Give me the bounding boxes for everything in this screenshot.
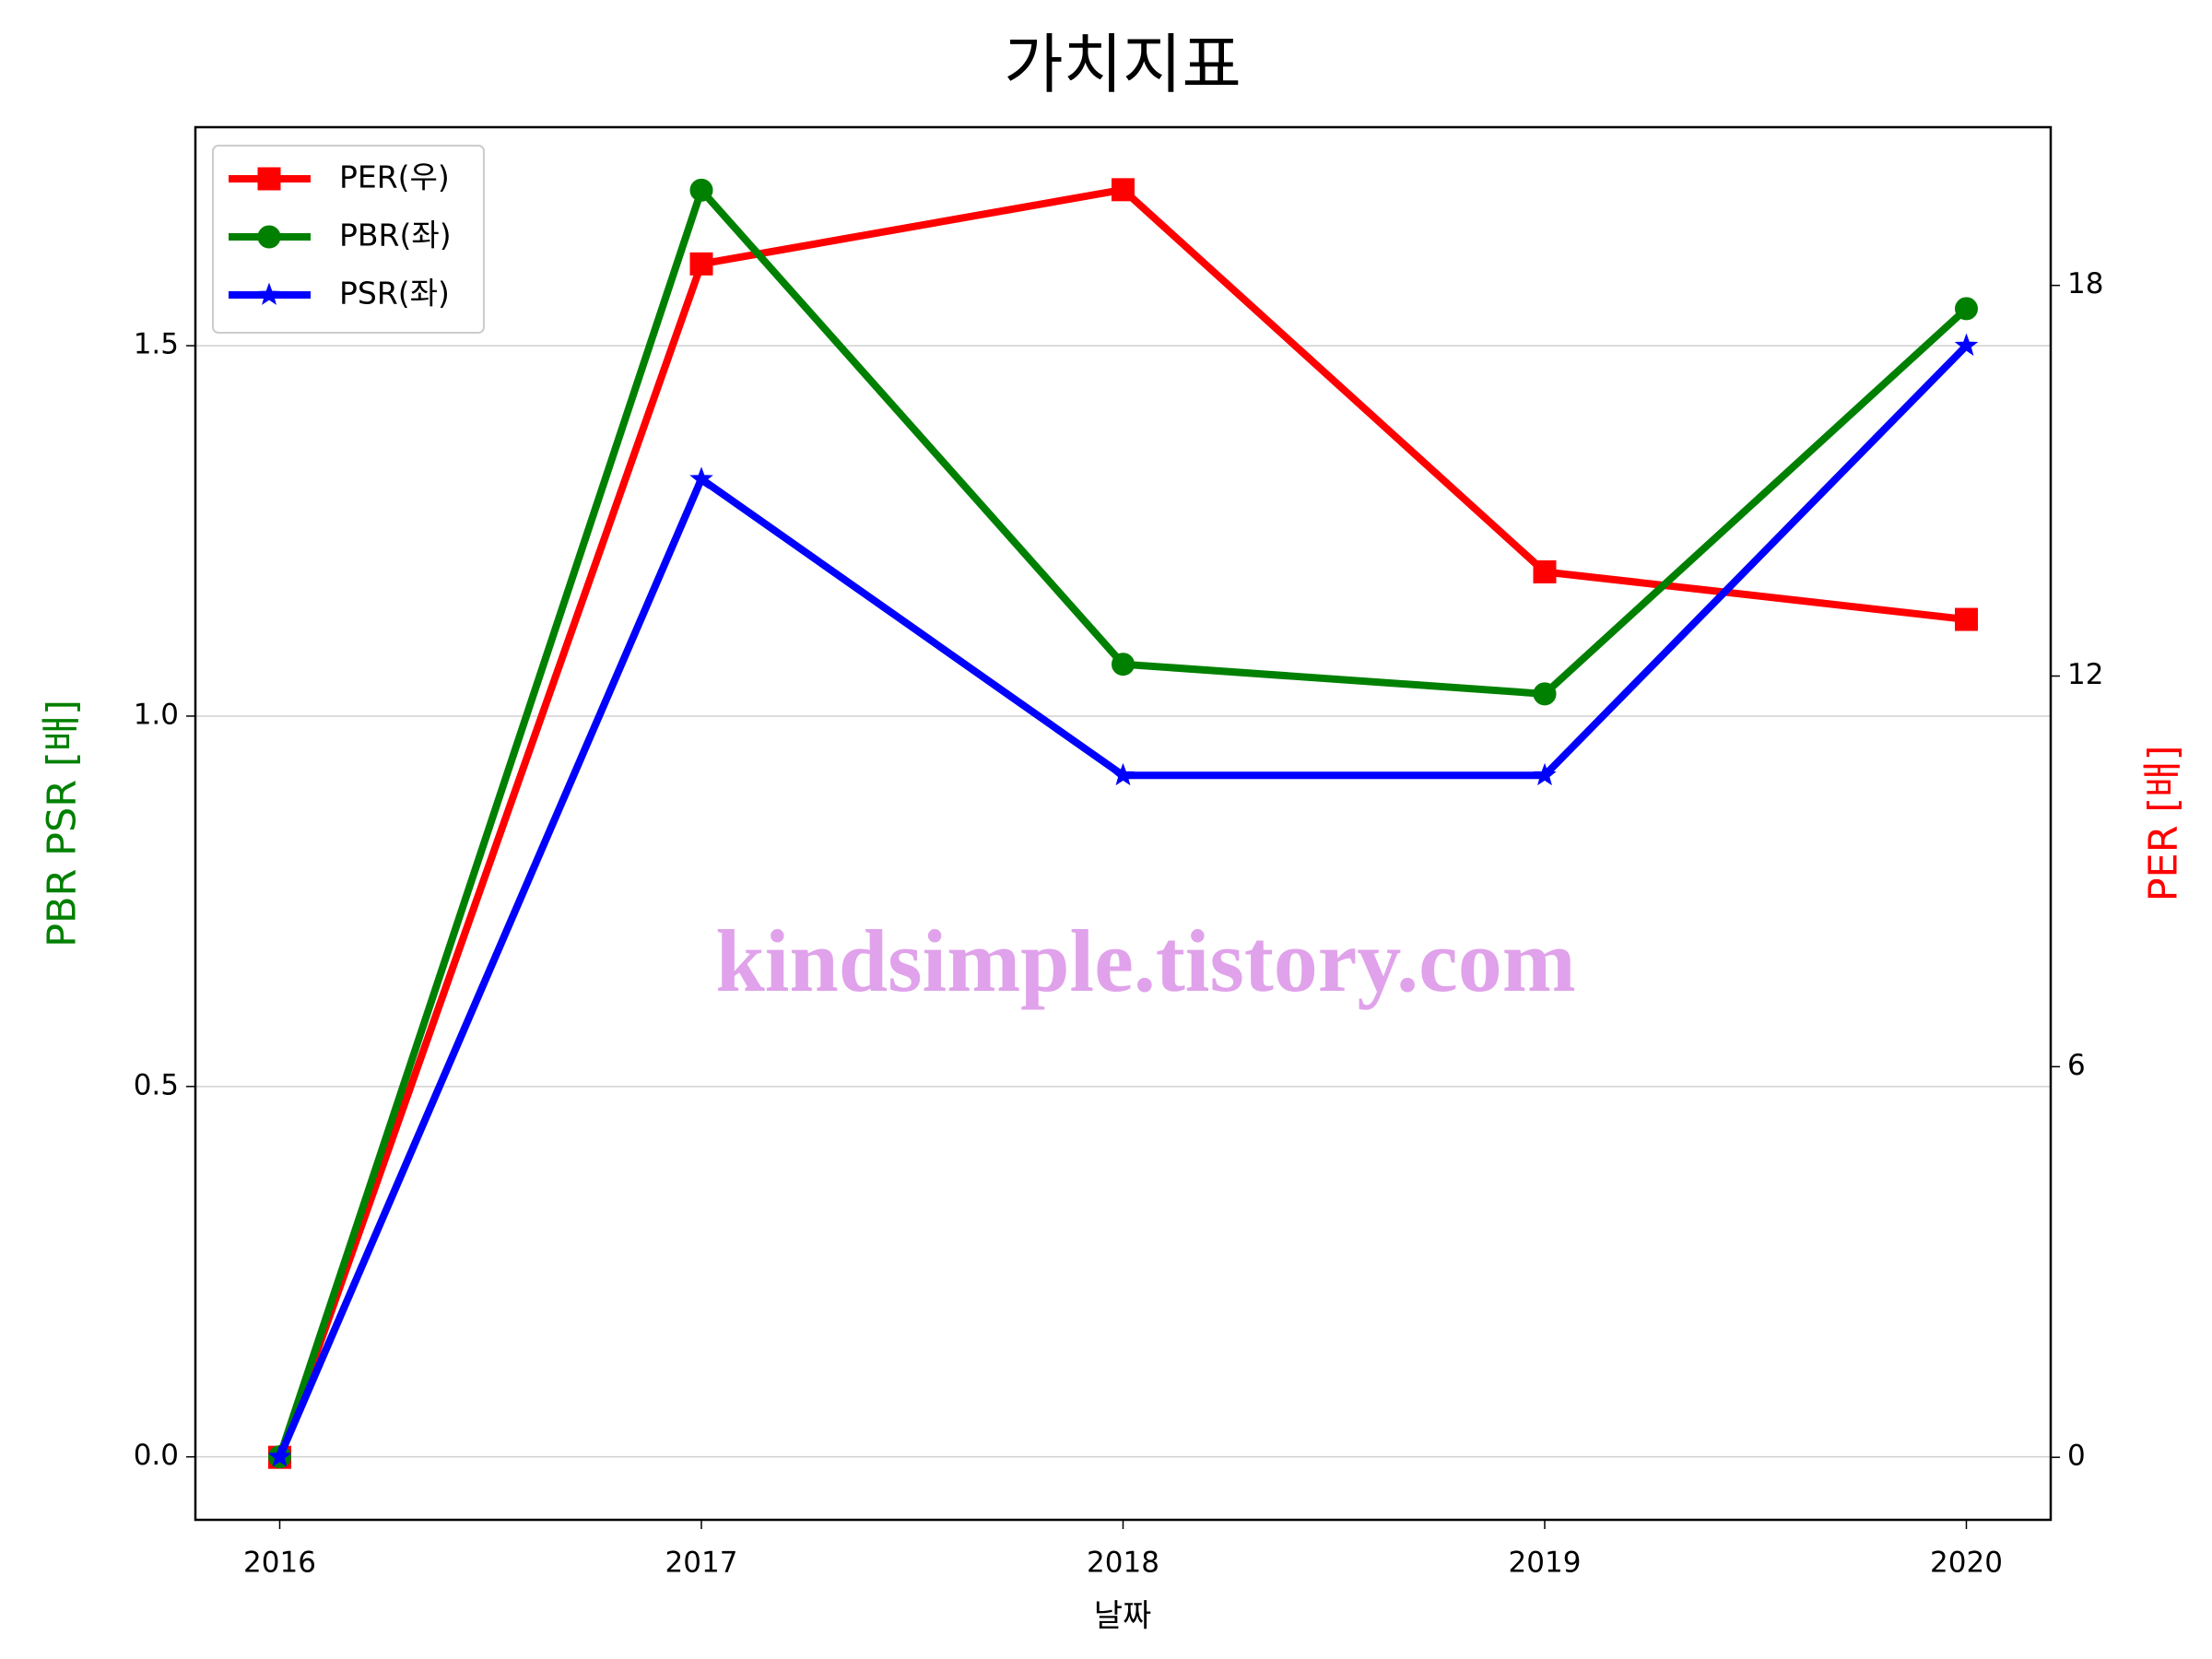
legend: PER(우) PBR(좌) PSR(좌) [212, 145, 485, 334]
legend-label: PER(우) [339, 159, 450, 195]
marker [689, 466, 713, 489]
y2-tick-label: 6 [2067, 1049, 2086, 1082]
marker [1533, 559, 1557, 583]
marker [1112, 178, 1135, 202]
marker [689, 252, 713, 276]
plot-frame [194, 125, 2053, 1522]
marker [257, 167, 281, 191]
y-tick-label: 0.0 [134, 1439, 179, 1472]
marker [1533, 682, 1557, 706]
y2-tick-label: 0 [2067, 1440, 2086, 1473]
legend-label: PSR(좌) [339, 276, 450, 312]
x-axis-label: 날짜 [1094, 1598, 1152, 1635]
marker [689, 178, 713, 202]
marker [257, 282, 281, 305]
y2-tick-label: 12 [2067, 658, 2103, 691]
marker [1533, 762, 1557, 786]
y2-axis-label: PER [배] [2141, 746, 2187, 902]
marker [1954, 333, 1979, 356]
y-axis-label: PBR PSR [배] [40, 700, 86, 947]
y2-tick-label: 18 [2067, 267, 2103, 300]
marker [1111, 762, 1135, 786]
y-tick-label: 1.5 [134, 328, 179, 361]
series [267, 333, 1979, 1467]
marker [1112, 653, 1135, 677]
x-tick-label: 2020 [1930, 1547, 2003, 1580]
watermark: kindsimple.tistory.com [715, 912, 1575, 1010]
y-tick-label: 1.0 [134, 698, 179, 731]
x-tick-label: 2019 [1509, 1547, 1582, 1580]
legend-box [212, 145, 485, 334]
x-tick-label: 2016 [243, 1547, 316, 1580]
legend-label: PBR(좌) [339, 218, 452, 253]
marker [1955, 297, 1978, 321]
marker [1955, 607, 1978, 631]
y-tick-label: 0.5 [134, 1068, 179, 1101]
x-tick-label: 2017 [665, 1547, 738, 1580]
marker [257, 225, 281, 249]
x-tick-label: 2018 [1087, 1547, 1159, 1580]
chart-title: 가치지표 [1004, 27, 1241, 102]
marker [267, 1444, 292, 1467]
